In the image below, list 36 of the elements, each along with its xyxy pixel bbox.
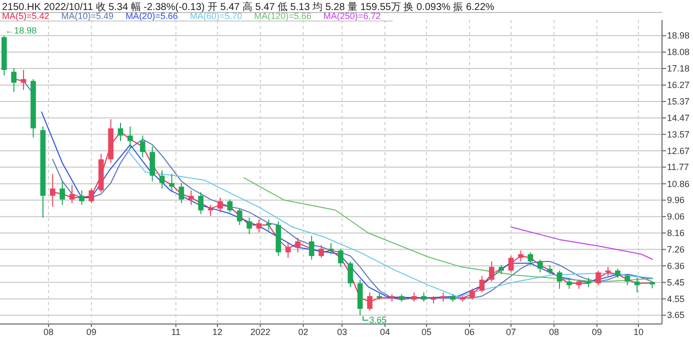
x-tick-label: 08 — [43, 327, 54, 337]
y-tick-label: 15.37 — [667, 96, 690, 107]
y-tick-label: 18.98 — [667, 30, 690, 41]
y-tick-label: 14.47 — [667, 112, 690, 123]
x-tick-label: 10 — [633, 327, 644, 337]
x-tick-label: 2022 — [250, 327, 270, 337]
y-tick-label: 9.96 — [667, 195, 685, 206]
y-tick-label: 9.06 — [667, 212, 685, 222]
x-tick-label: 09 — [86, 327, 96, 337]
x-tick-label: 03 — [337, 327, 348, 337]
x-tick-label: 02 — [298, 327, 308, 337]
y-tick-label: 10.86 — [667, 178, 690, 189]
y-tick-label: 3.65 — [667, 310, 685, 320]
title: 2150.HK 2022/10/11 收 5.34 幅 -2.38%(-0.13) 开 5.47 高 5.47 低 5.13 均 5.28 量 159.55万 换 0.093% 振 6.22% — [2, 2, 494, 13]
x-tick-label: 07 — [506, 327, 516, 337]
y-tick-label: 4.55 — [667, 294, 685, 304]
x-tick-label: 12 — [212, 327, 222, 337]
annotation: ←18.98 — [5, 26, 37, 36]
annotation: 3.65 — [369, 315, 387, 326]
y-tick-label: 5.45 — [667, 277, 685, 288]
x-tick-label: 09 — [592, 327, 602, 337]
x-tick-label: 08 — [548, 327, 559, 337]
x-tick-label: 05 — [422, 327, 432, 337]
y-tick-label: 7.26 — [667, 244, 685, 254]
y-tick-label: 17.18 — [667, 64, 690, 74]
legend: MA(5)=5.42 MA(10)=5.49 MA(20)=5.66 MA(60)=5.70 MA(120)=5.66 MA(250)=6.72 — [0, 11, 394, 22]
y-tick-label: 16.27 — [667, 80, 690, 90]
y-tick-label: 6.36 — [667, 260, 685, 271]
y-tick-label: 11.77 — [667, 162, 689, 172]
y-tick-label: 18.08 — [667, 47, 690, 58]
y-tick-label: 13.57 — [667, 129, 690, 140]
y-tick-label: 12.67 — [667, 146, 690, 156]
x-tick-label: 11 — [171, 327, 181, 337]
x-tick-label: 04 — [380, 327, 390, 337]
x-tick-label: 06 — [464, 327, 474, 337]
y-tick-label: 8.16 — [667, 228, 685, 238]
